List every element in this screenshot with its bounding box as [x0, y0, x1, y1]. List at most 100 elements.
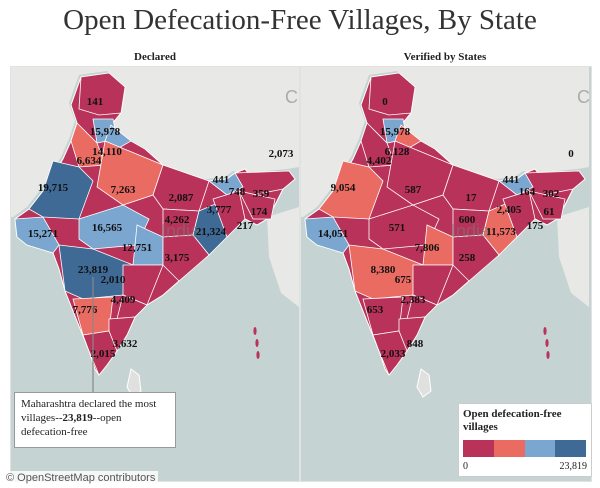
state-region[interactable]	[28, 160, 94, 220]
legend-swatch-low	[463, 440, 494, 457]
state-region[interactable]	[502, 190, 536, 238]
state-value-label: 675	[395, 274, 412, 286]
island-region[interactable]	[546, 351, 550, 359]
callout-text-before: Maharashtra declared the most villages--	[21, 398, 157, 424]
panel-title-verified: Verified by States	[403, 51, 487, 63]
state-value-label: 4,402	[367, 155, 392, 167]
state-value-label: 7,806	[415, 242, 440, 254]
country-label: India	[451, 221, 491, 241]
state-region[interactable]	[386, 140, 454, 206]
state-value-label: 2,073	[269, 148, 294, 160]
sri-lanka-land	[416, 368, 432, 398]
state-value-label: 7,776	[73, 304, 98, 316]
state-value-label: 174	[251, 206, 268, 218]
state-value-label: 16,565	[92, 222, 123, 234]
state-region[interactable]	[318, 160, 384, 220]
state-value-label: 848	[407, 338, 424, 350]
osm-attribution[interactable]: © OpenStreetMap contributors	[3, 471, 159, 485]
island-region[interactable]	[545, 339, 549, 347]
legend-swatch-mid-low	[493, 440, 525, 457]
color-legend: Open defecation-free villages 0 23,819	[458, 403, 592, 477]
page-title: Open Defecation-Free Villages, By State	[63, 4, 537, 36]
state-value-label: 600	[459, 214, 476, 226]
state-value-label: 2,010	[101, 274, 126, 286]
state-value-label: 441	[503, 174, 520, 186]
state-region[interactable]	[497, 172, 534, 196]
neighbor-land	[11, 67, 299, 217]
state-value-label: 7,263	[111, 184, 136, 196]
state-region[interactable]	[304, 216, 350, 254]
state-value-label: 2,087	[169, 192, 194, 204]
state-value-label: 14,110	[92, 146, 122, 158]
state-value-label: 748	[229, 186, 246, 198]
state-value-label: 0	[568, 148, 574, 160]
state-value-label: 19,715	[38, 182, 69, 194]
state-value-label: 23,819	[78, 264, 109, 276]
state-region[interactable]	[14, 216, 60, 254]
neighbor-land-east	[267, 207, 299, 307]
country-label: India	[161, 221, 201, 241]
legend-max-label: 23,819	[559, 461, 588, 472]
neighbor-land-east	[557, 207, 589, 307]
state-region[interactable]	[452, 234, 500, 282]
legend-title: Open defecation-free villages	[463, 408, 562, 433]
state-value-label: 11,573	[486, 226, 516, 238]
state-value-label: 15,271	[28, 228, 58, 240]
state-value-label: 12,751	[122, 242, 152, 254]
callout-text-bold: 23,819	[62, 412, 93, 424]
island-region[interactable]	[255, 339, 259, 347]
state-region[interactable]	[528, 190, 566, 220]
state-value-label: 2,383	[401, 294, 426, 306]
state-value-label: 9,054	[331, 182, 356, 194]
state-value-label: 258	[459, 252, 476, 264]
state-value-label: 3,175	[165, 252, 190, 264]
state-value-label: 141	[87, 96, 104, 108]
state-value-label: 359	[253, 188, 270, 200]
place-label-fragment: C	[285, 87, 298, 107]
legend-color-bar	[463, 440, 586, 457]
state-region[interactable]	[96, 140, 164, 206]
legend-swatch-mid-high	[524, 440, 556, 457]
state-value-label: 4,409	[111, 294, 136, 306]
state-value-label: 3,632	[113, 338, 138, 350]
state-value-label: 8,380	[371, 264, 396, 276]
state-region[interactable]	[368, 72, 416, 116]
callout-text-after: --open defecation-free	[21, 412, 122, 438]
island-region[interactable]	[253, 327, 257, 335]
state-value-label: 21,324	[196, 226, 227, 238]
state-value-label: 3,777	[207, 204, 232, 216]
state-value-label: 302	[543, 188, 560, 200]
state-value-label: 2,015	[91, 348, 116, 360]
state-region[interactable]	[207, 172, 244, 196]
state-value-label: 6,634	[77, 155, 102, 167]
state-value-label: 6,128	[385, 146, 410, 158]
state-region[interactable]	[372, 330, 408, 376]
state-value-label: 164	[519, 186, 536, 198]
state-value-label: 61	[544, 206, 555, 218]
state-value-label: 14,051	[318, 228, 348, 240]
island-region[interactable]	[256, 351, 260, 359]
state-value-label: 587	[405, 184, 422, 196]
state-region[interactable]	[360, 122, 396, 168]
state-region[interactable]	[162, 234, 210, 282]
state-region[interactable]	[82, 330, 118, 376]
state-region[interactable]	[362, 296, 404, 336]
state-value-label: 0	[382, 96, 388, 108]
island-region[interactable]	[543, 327, 547, 335]
neighbor-land	[301, 67, 589, 217]
state-value-label: 217	[237, 220, 254, 232]
state-region[interactable]	[212, 190, 246, 238]
place-label-fragment: C	[577, 87, 590, 107]
legend-min-label: 0	[463, 461, 468, 472]
state-region[interactable]	[238, 190, 276, 220]
state-region[interactable]	[78, 72, 126, 116]
state-value-label: 441	[213, 174, 230, 186]
state-value-label: 15,978	[380, 126, 411, 138]
state-region[interactable]	[70, 122, 106, 168]
state-value-label: 2,405	[497, 204, 522, 216]
state-value-label: 17	[466, 192, 478, 204]
state-value-label: 571	[389, 222, 406, 234]
maharashtra-callout: Maharashtra declared the most villages--…	[14, 392, 176, 448]
